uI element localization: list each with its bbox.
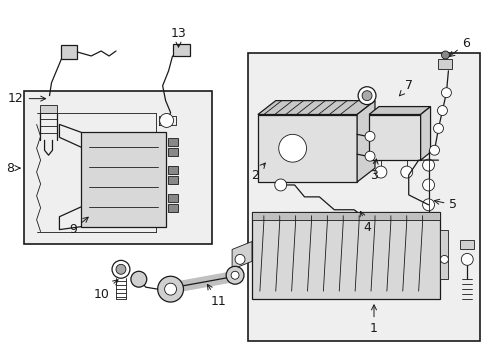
Circle shape [225, 266, 244, 284]
Bar [257, 114, 356, 182]
Circle shape [441, 51, 448, 59]
Text: 10: 10 [93, 280, 118, 301]
Text: 2: 2 [250, 163, 265, 181]
Polygon shape [257, 100, 374, 114]
Bar [440, 230, 447, 279]
Bar [61, 45, 77, 59]
Circle shape [422, 199, 434, 211]
Text: 12: 12 [8, 92, 45, 105]
Circle shape [433, 123, 443, 133]
Text: 13: 13 [170, 27, 186, 47]
Circle shape [112, 260, 130, 278]
Circle shape [157, 276, 183, 302]
Text: 3: 3 [369, 159, 377, 181]
Circle shape [231, 271, 239, 279]
Circle shape [400, 166, 412, 178]
Bar [167, 166, 177, 174]
Text: 6: 6 [448, 37, 469, 57]
Bar [167, 138, 177, 146]
Text: 5: 5 [433, 198, 456, 211]
Polygon shape [356, 100, 374, 182]
Bar [251, 212, 440, 299]
Circle shape [361, 91, 371, 100]
Circle shape [116, 264, 126, 274]
Circle shape [437, 105, 447, 116]
Circle shape [160, 113, 173, 127]
Bar [167, 176, 177, 184]
Bar [368, 114, 420, 160]
Text: 1: 1 [369, 305, 377, 336]
Bar [247, 53, 479, 341]
Bar [251, 212, 440, 220]
Circle shape [428, 145, 439, 155]
Circle shape [441, 88, 450, 98]
Bar [81, 132, 165, 227]
Bar [167, 194, 177, 202]
Circle shape [365, 131, 374, 141]
Polygon shape [420, 107, 429, 160]
Circle shape [374, 166, 386, 178]
Polygon shape [232, 242, 251, 269]
Bar [459, 239, 473, 249]
Circle shape [422, 159, 434, 171]
Text: 8: 8 [6, 162, 20, 175]
Circle shape [365, 151, 374, 161]
Circle shape [440, 255, 447, 264]
Bar [167, 148, 177, 156]
Bar [438, 59, 451, 69]
Circle shape [422, 179, 434, 191]
Circle shape [460, 253, 472, 265]
Circle shape [274, 179, 286, 191]
Bar [24, 91, 212, 244]
Bar [40, 105, 57, 113]
Text: 11: 11 [207, 284, 225, 307]
Circle shape [278, 134, 306, 162]
Circle shape [357, 87, 375, 105]
Text: 7: 7 [399, 79, 412, 96]
Bar [167, 204, 177, 212]
Circle shape [131, 271, 146, 287]
Circle shape [235, 255, 244, 264]
Text: 4: 4 [359, 211, 370, 234]
Polygon shape [368, 107, 429, 114]
Circle shape [164, 283, 176, 295]
Text: 9: 9 [69, 217, 88, 236]
Bar [172, 44, 190, 56]
